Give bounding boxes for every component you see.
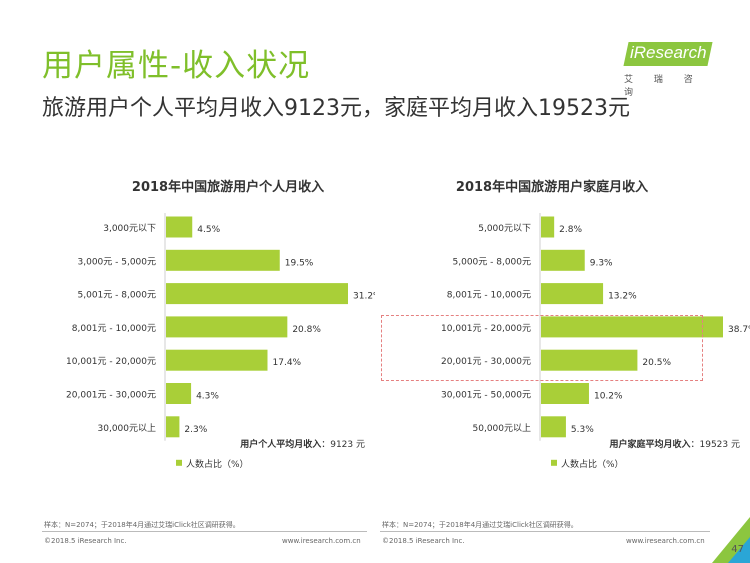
page-number: 47 [731, 544, 744, 555]
bar [166, 249, 280, 271]
sample-note-right: 样本：N=2074；于2018年4月通过艾瑞iClick社区调研获得。 [382, 521, 578, 529]
data-label: 17.4% [273, 358, 302, 368]
bar [541, 216, 555, 238]
chart-family-income: 5,000元以下 2.8% 5,000元 - 8,000元 9.3% 8,001元 - … [441, 213, 750, 470]
data-label: 20.5% [642, 358, 671, 368]
legend-swatch [176, 459, 182, 466]
data-label: 2.3% [184, 425, 207, 435]
category-label: 8,001元 - 10,000元 [447, 291, 531, 301]
annotation-label: 用户家庭平均月收入 [608, 438, 690, 450]
bar [166, 416, 180, 438]
url-right[interactable]: www.iresearch.com.cn [626, 537, 705, 545]
category-label: 3,000元以下 [103, 224, 156, 234]
data-label: 2.8% [559, 225, 582, 235]
category-label: 10,001元 - 20,000元 [441, 324, 531, 334]
data-label: 13.2% [608, 292, 637, 302]
data-label: 5.3% [571, 425, 594, 435]
data-label: 20.8% [292, 325, 321, 335]
category-label: 10,001元 - 20,000元 [66, 357, 156, 367]
data-label: 38.7% [728, 325, 750, 335]
bar [166, 283, 348, 305]
category-label: 30,001元 - 50,000元 [441, 391, 531, 401]
bar [166, 349, 268, 371]
data-label: 4.5% [197, 225, 220, 235]
bar [166, 316, 288, 338]
data-label: 10.2% [594, 392, 623, 402]
average-income-annotation: 用户个人平均月收入：9123 元 [239, 438, 365, 450]
bar [541, 416, 566, 438]
highlight-box [381, 315, 703, 381]
page-subtitle: 旅游用户个人平均月收入9123元，家庭平均月收入19523元 [42, 96, 630, 121]
category-label: 5,000元以下 [478, 224, 531, 234]
bar [166, 383, 192, 404]
category-label: 5,000元 - 8,000元 [453, 257, 532, 267]
legend-swatch [551, 459, 557, 466]
annotation-label: 用户个人平均月收入 [239, 438, 321, 450]
bar [541, 383, 589, 404]
legend-label: 人数占比（%） [186, 458, 249, 470]
bar [541, 316, 723, 338]
average-income-annotation: 用户家庭平均月收入：19523 元 [608, 438, 740, 450]
bar [541, 349, 638, 371]
chart-personal-income: 3,000元以下 4.5% 3,000元 - 5,000元 19.5% 5,001元 -… [66, 213, 375, 470]
copyright-left: ©2018.5 iResearch Inc. [44, 537, 127, 545]
data-label: 9.3% [590, 258, 613, 268]
category-label: 20,001元 - 30,000元 [441, 357, 531, 367]
url-left[interactable]: www.iresearch.com.cn [282, 537, 361, 545]
chart-title-family: 2018年中国旅游用户家庭月收入 [455, 180, 649, 195]
chart-title-personal: 2018年中国旅游用户个人月收入 [131, 180, 325, 195]
category-label: 3,000元 - 5,000元 [78, 257, 157, 267]
bar [541, 249, 585, 271]
data-label: 31.2% [353, 292, 375, 302]
data-label: 19.5% [285, 258, 314, 268]
page-title: 用户属性-收入状况 [42, 48, 311, 84]
bar [166, 216, 193, 238]
category-label: 50,000元以上 [473, 423, 532, 434]
category-label: 30,000元以上 [98, 423, 157, 434]
footer-divider-left [42, 531, 367, 532]
category-label: 20,001元 - 30,000元 [66, 391, 156, 401]
corner-decoration-accent [728, 537, 750, 563]
sample-note-left: 样本：N=2074；于2018年4月通过艾瑞iClick社区调研获得。 [44, 521, 240, 529]
category-label: 5,001元 - 8,000元 [78, 291, 157, 301]
category-label: 8,001元 - 10,000元 [72, 324, 156, 334]
iresearch-logo: iResearch 艾 瑞 咨 询 [620, 40, 720, 98]
logo-brand: iResearch [630, 43, 707, 62]
annotation-value: ：19523 元 [691, 440, 741, 450]
logo-subtitle: 艾 瑞 咨 询 [624, 75, 702, 98]
footer-divider-right [380, 531, 710, 532]
data-label: 4.3% [196, 392, 219, 402]
legend-label: 人数占比（%） [561, 458, 624, 470]
annotation-value: ：9123 元 [321, 440, 365, 450]
copyright-right: ©2018.5 iResearch Inc. [382, 537, 465, 545]
bar [541, 283, 604, 305]
